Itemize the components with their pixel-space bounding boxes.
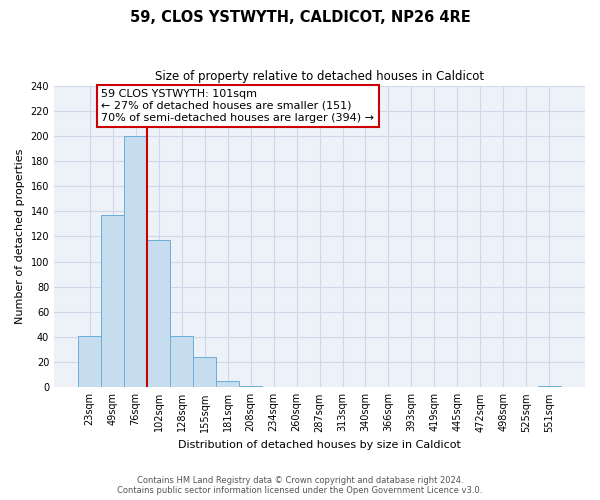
X-axis label: Distribution of detached houses by size in Caldicot: Distribution of detached houses by size …	[178, 440, 461, 450]
Bar	[538, 386, 561, 388]
Bar	[216, 381, 239, 388]
Title: Size of property relative to detached houses in Caldicot: Size of property relative to detached ho…	[155, 70, 484, 83]
Text: Contains HM Land Registry data © Crown copyright and database right 2024.
Contai: Contains HM Land Registry data © Crown c…	[118, 476, 482, 495]
Bar	[170, 336, 193, 388]
Y-axis label: Number of detached properties: Number of detached properties	[15, 148, 25, 324]
Bar	[147, 240, 170, 388]
Bar	[101, 215, 124, 388]
Text: 59 CLOS YSTWYTH: 101sqm
← 27% of detached houses are smaller (151)
70% of semi-d: 59 CLOS YSTWYTH: 101sqm ← 27% of detache…	[101, 90, 374, 122]
Bar	[193, 357, 216, 388]
Bar	[124, 136, 147, 388]
Bar	[78, 336, 101, 388]
Bar	[239, 386, 262, 388]
Text: 59, CLOS YSTWYTH, CALDICOT, NP26 4RE: 59, CLOS YSTWYTH, CALDICOT, NP26 4RE	[130, 10, 470, 25]
